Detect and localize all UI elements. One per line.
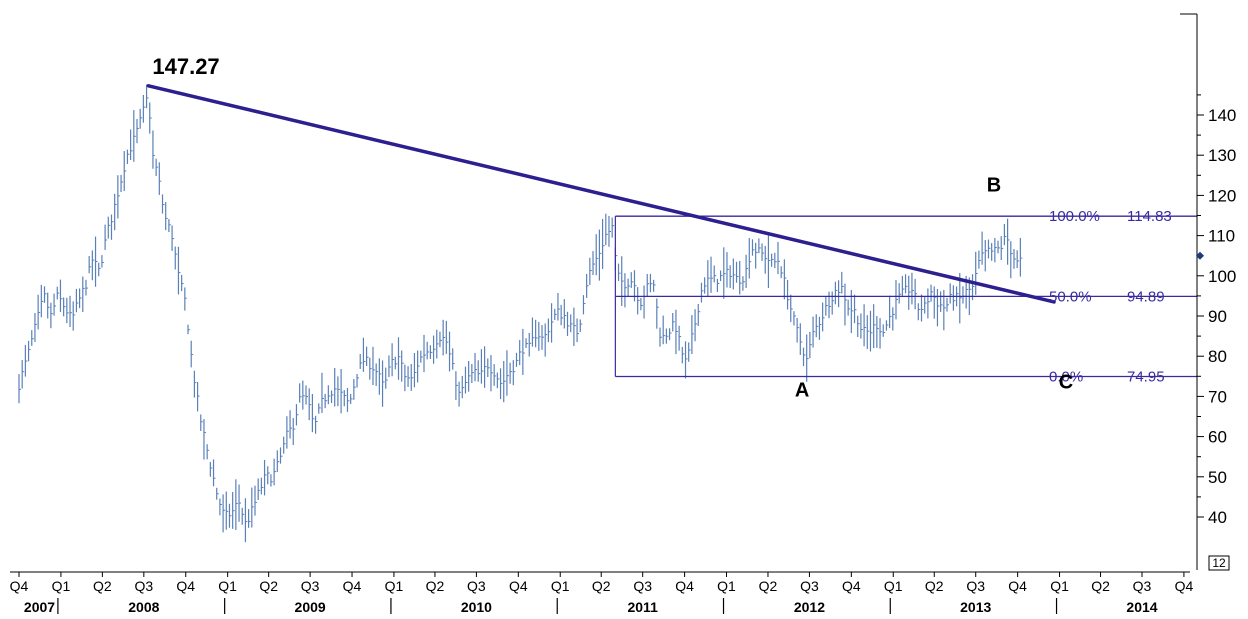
- x-quarter-label: Q1: [52, 578, 71, 594]
- y-tick-label: 100: [1208, 267, 1236, 286]
- peak-price-label: 147.27: [152, 54, 219, 79]
- x-quarter-label: Q4: [1008, 578, 1027, 594]
- y-tick-label: 90: [1208, 307, 1227, 326]
- x-year-label: 2008: [128, 599, 159, 615]
- x-quarter-label: Q4: [343, 578, 362, 594]
- x-quarter-label: Q4: [509, 578, 528, 594]
- chart-overlays: [146, 84, 1197, 378]
- y-tick-label: 50: [1208, 468, 1227, 487]
- chart-labels: 100.0% 114.83 50.0% 94.89 0.0% 74.95 40 50 60 70 8…: [10, 54, 1237, 615]
- x-quarter-label: Q3: [1133, 578, 1152, 594]
- x-quarter-label: Q2: [93, 578, 112, 594]
- x-quarter-label: Q1: [218, 578, 237, 594]
- fib-level-0-0pct-value-label: 74.95: [1127, 369, 1165, 386]
- x-year-label: 2013: [960, 599, 991, 615]
- y-tick-label: 60: [1208, 428, 1227, 447]
- x-quarter-label: Q4: [10, 578, 29, 594]
- x-year-label: 2009: [295, 599, 326, 615]
- x-quarter-label: Q1: [884, 578, 903, 594]
- fib-level-0-0pct-pct-label: 0.0%: [1049, 369, 1083, 386]
- axes: [10, 13, 1230, 614]
- x-quarter-label: Q2: [925, 578, 944, 594]
- wave-label-a: A: [795, 379, 809, 401]
- last-price-marker: [1196, 251, 1204, 260]
- y-tick-label: 140: [1208, 106, 1236, 125]
- x-quarter-label: Q2: [426, 578, 445, 594]
- x-year-label: 2012: [794, 599, 825, 615]
- x-quarter-label: Q2: [759, 578, 778, 594]
- y-tick-label: 130: [1208, 146, 1236, 165]
- trendline: [146, 84, 1056, 304]
- corner-label: 12: [1212, 556, 1226, 570]
- wave-label-c: C: [1059, 371, 1073, 393]
- y-tick-label: 120: [1208, 186, 1236, 205]
- x-quarter-label: Q3: [134, 578, 153, 594]
- price-bars: [18, 84, 1023, 543]
- x-quarter-label: Q3: [633, 578, 652, 594]
- x-year-label: 2007: [24, 599, 55, 615]
- x-quarter-label: Q3: [966, 578, 985, 594]
- x-quarter-label: Q1: [385, 578, 404, 594]
- corner-box: [1208, 555, 1230, 571]
- y-tick-label: 70: [1208, 387, 1227, 406]
- fib-level-50-0pct-value-label: 94.89: [1127, 288, 1165, 305]
- wave-label-b: B: [987, 174, 1001, 196]
- x-quarter-label: Q4: [675, 578, 694, 594]
- fib-level-100-0pct-value-label: 114.83: [1127, 208, 1172, 225]
- x-quarter-label: Q3: [800, 578, 819, 594]
- fib-level-100-0pct-pct-label: 100.0%: [1049, 208, 1100, 225]
- y-tick-label: 80: [1208, 347, 1227, 366]
- fib-level-50-0pct-pct-label: 50.0%: [1049, 288, 1092, 305]
- x-quarter-label: Q1: [717, 578, 736, 594]
- x-year-label: 2011: [627, 599, 658, 615]
- x-quarter-label: Q2: [1091, 578, 1110, 594]
- x-quarter-label: Q3: [301, 578, 320, 594]
- x-quarter-label: Q3: [467, 578, 486, 594]
- x-quarter-label: Q4: [842, 578, 861, 594]
- x-year-label: 2014: [1126, 599, 1157, 615]
- x-quarter-label: Q1: [1050, 578, 1069, 594]
- y-tick-label: 110: [1208, 227, 1235, 246]
- y-tick-label: 40: [1208, 508, 1227, 527]
- x-quarter-label: Q4: [176, 578, 195, 594]
- x-year-label: 2010: [461, 599, 492, 615]
- x-quarter-label: Q2: [259, 578, 278, 594]
- x-quarter-label: Q4: [1175, 578, 1194, 594]
- x-quarter-label: Q1: [551, 578, 570, 594]
- x-quarter-label: Q2: [592, 578, 611, 594]
